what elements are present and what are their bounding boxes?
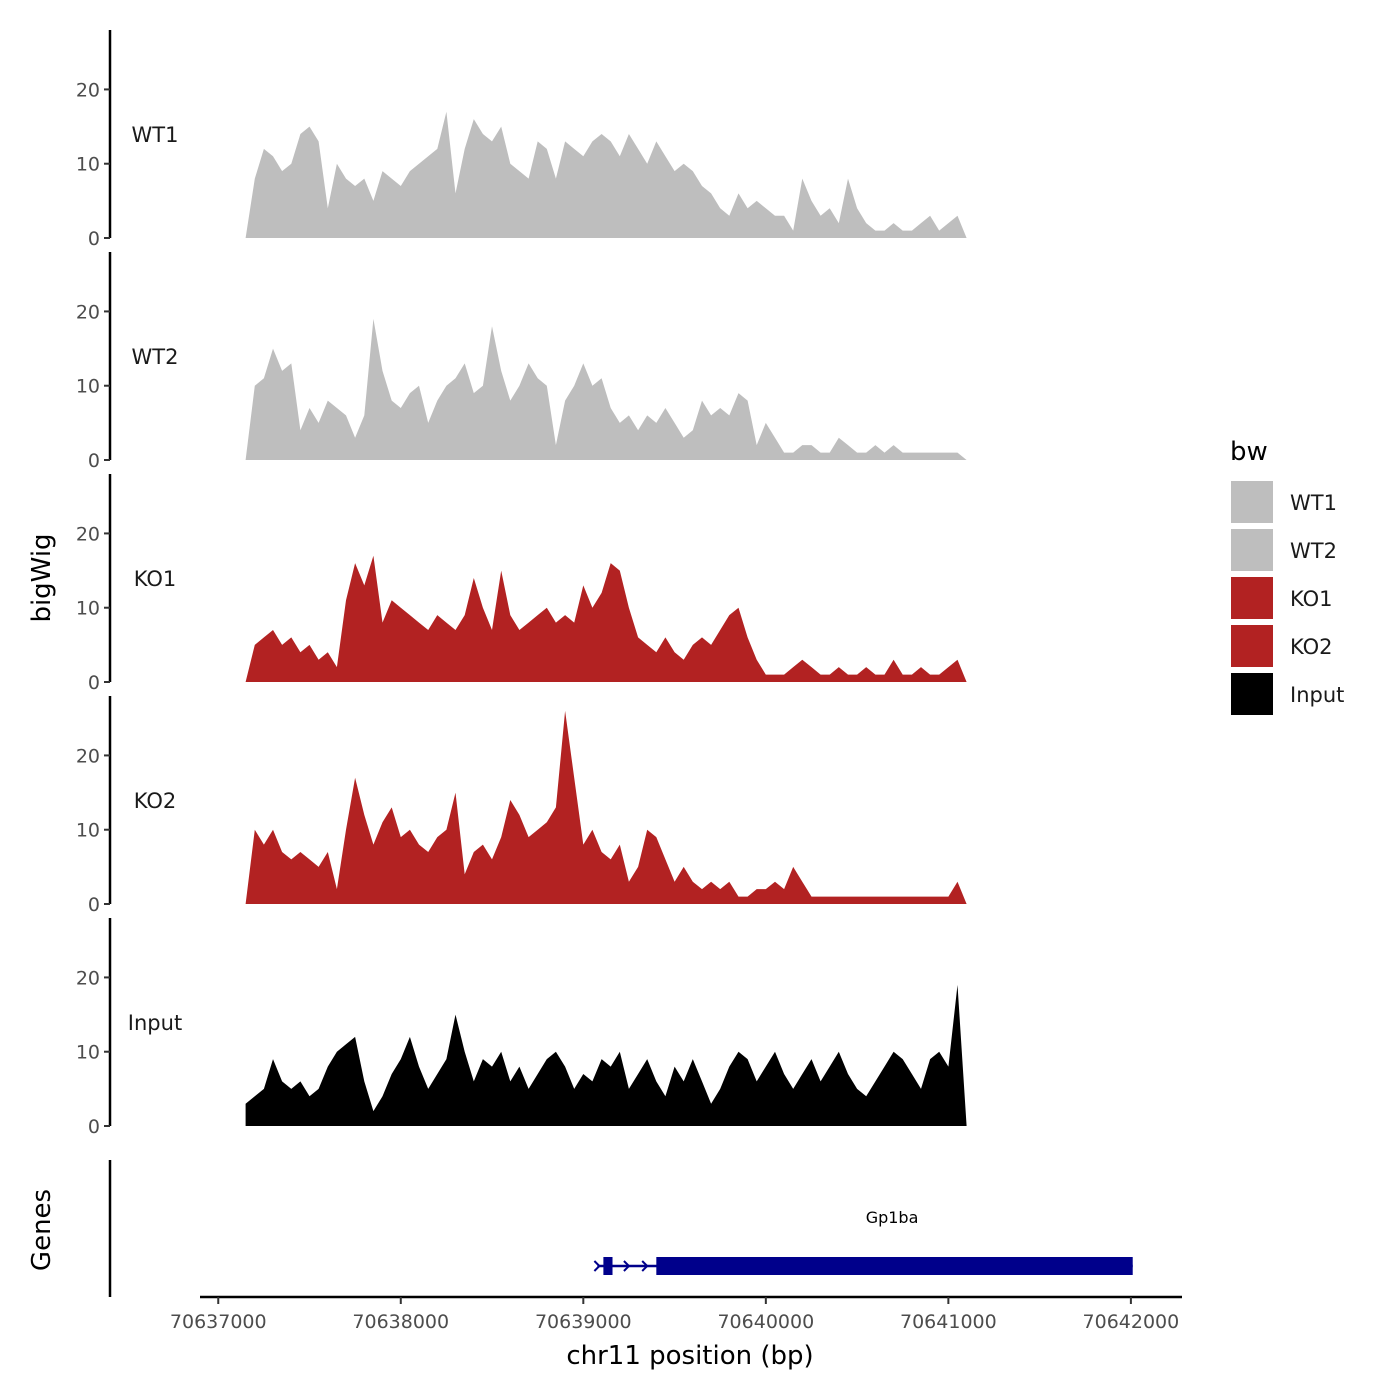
y-tick-label: 10 [76, 154, 100, 176]
y-tick-label: 0 [88, 450, 100, 472]
y-tick-label: 20 [76, 79, 100, 101]
x-tick-label: 70638000 [352, 1311, 449, 1333]
legend-title: bw [1230, 437, 1268, 467]
x-tick-label: 70637000 [170, 1311, 267, 1333]
legend-key-input [1229, 671, 1275, 717]
x-axis-title: chr11 position (bp) [566, 1341, 813, 1371]
track-label-wt1: WT1 [132, 123, 179, 147]
y-tick-label: 10 [76, 376, 100, 398]
legend-key-ko1 [1229, 575, 1275, 621]
track-label-wt2: WT2 [132, 345, 179, 369]
x-tick-label: 70642000 [1083, 1311, 1180, 1333]
x-tick-label: 70640000 [717, 1311, 814, 1333]
strand-arrow [593, 1260, 601, 1272]
strand-arrow [623, 1260, 631, 1272]
y-tick-label: 10 [76, 1042, 100, 1064]
track-label-ko1: KO1 [134, 567, 177, 591]
gene-exon [603, 1257, 613, 1275]
y-axis-title-genes: Genes [27, 1189, 57, 1271]
gene-exon [656, 1257, 1133, 1275]
strand-arrow [641, 1260, 649, 1272]
track-input: 0 10 20 Input [76, 918, 967, 1138]
legend-label-input: Input [1290, 683, 1344, 707]
x-tick-label: 70641000 [900, 1311, 997, 1333]
y-tick-label: 20 [76, 745, 100, 767]
legend-key-ko2 [1229, 623, 1275, 669]
legend-key-wt2 [1229, 527, 1275, 573]
gene-label: Gp1ba [866, 1208, 919, 1227]
y-axis-title-bigwig: bigWig [27, 533, 57, 622]
area-ko2 [245, 710, 967, 904]
legend: bw WT1 WT2 KO1 KO2 Input [1229, 437, 1344, 717]
track-ko1: 0 10 20 KO1 [76, 474, 967, 694]
x-axis: 70637000 70638000 70639000 70640000 70641000… [170, 1295, 1182, 1333]
y-tick-label: 20 [76, 967, 100, 989]
area-wt2 [245, 318, 967, 460]
track-label-input: Input [128, 1011, 182, 1035]
gene-gp1ba: Gp1ba [593, 1208, 1133, 1275]
x-tick-label: 70639000 [535, 1311, 632, 1333]
track-label-ko2: KO2 [134, 789, 177, 813]
y-tick-label: 0 [88, 672, 100, 694]
legend-label-wt1: WT1 [1290, 491, 1337, 515]
y-tick-label: 10 [76, 598, 100, 620]
area-wt1 [245, 111, 967, 238]
y-tick-label: 20 [76, 523, 100, 545]
y-tick-label: 10 [76, 820, 100, 842]
track-wt1: 0 10 20 WT1 [76, 30, 967, 250]
track-panels: 0 10 20 WT1 0 10 20 WT2 0 10 20 KO1 0 10 20 KO2 0 10 20 Inp… [76, 30, 967, 1138]
genes-panel: Gp1ba [108, 1160, 1133, 1297]
y-tick-label: 0 [88, 228, 100, 250]
track-wt2: 0 10 20 WT2 [76, 252, 967, 472]
area-ko1 [245, 555, 967, 682]
legend-label-ko1: KO1 [1290, 587, 1333, 611]
legend-key-wt1 [1229, 479, 1275, 525]
y-tick-label: 0 [88, 1116, 100, 1138]
y-tick-label: 0 [88, 894, 100, 916]
legend-label-ko2: KO2 [1290, 635, 1333, 659]
y-tick-label: 20 [76, 301, 100, 323]
track-ko2: 0 10 20 KO2 [76, 696, 967, 916]
legend-label-wt2: WT2 [1290, 539, 1337, 563]
area-input [245, 984, 967, 1126]
